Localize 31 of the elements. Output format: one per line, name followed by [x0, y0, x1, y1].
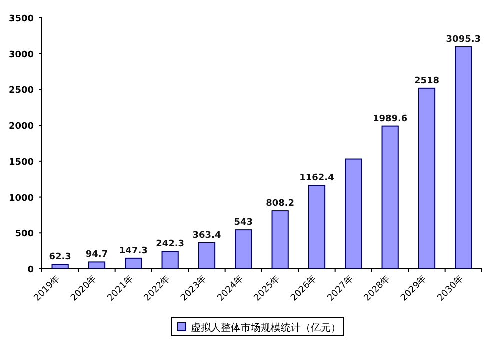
bar	[88, 262, 106, 270]
bar	[162, 251, 179, 270]
data-label: 363.4	[192, 230, 222, 241]
bar	[345, 158, 362, 270]
data-label: 3095.3	[446, 35, 482, 46]
y-tick-label: 1000	[8, 194, 34, 204]
bar	[455, 46, 472, 270]
data-label: 94.7	[86, 250, 108, 260]
bar	[235, 230, 252, 270]
data-label: 543	[234, 218, 254, 228]
bar	[125, 258, 142, 270]
y-tick-label: 3000	[8, 50, 34, 60]
data-label: 808.2	[266, 199, 295, 210]
data-label: 1989.6	[372, 114, 408, 124]
data-label: 147.3	[119, 246, 148, 256]
data-label: 2518	[414, 76, 440, 86]
bar	[272, 210, 289, 270]
y-tick-label: 2500	[8, 86, 34, 96]
bar	[308, 185, 326, 270]
bar	[382, 126, 399, 270]
y-tick-label: 0	[28, 266, 34, 276]
bar	[198, 242, 216, 270]
data-label: 1162.4	[300, 174, 334, 184]
data-label: 62.3	[49, 252, 72, 263]
data-label: 242.3	[156, 240, 185, 250]
y-tick-label: 1500	[8, 158, 34, 168]
bar	[418, 88, 436, 270]
y-tick-label: 2000	[8, 122, 34, 132]
y-tick-label: 3500	[8, 14, 34, 24]
y-tick-label: 500	[15, 230, 34, 240]
legend-label: 虚拟人整体市场规模统计（亿元）	[191, 322, 341, 334]
